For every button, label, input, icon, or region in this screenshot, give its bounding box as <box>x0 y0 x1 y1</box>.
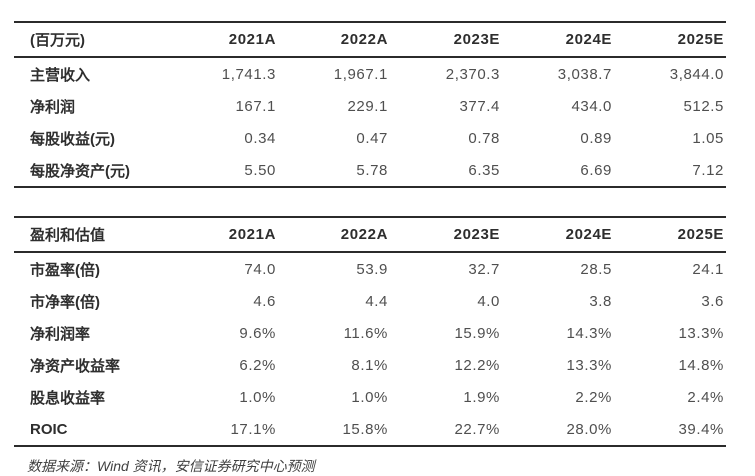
cell-value: 1,967.1 <box>333 65 388 83</box>
table-row: 每股收益(元) 0.34 0.47 0.78 0.89 1.05 <box>14 122 726 154</box>
cell-value: 53.9 <box>356 260 388 278</box>
row-label: 主营收入 <box>30 66 91 84</box>
row-label: ROIC <box>30 420 68 438</box>
table-row: ROIC 17.1% 15.8% 22.7% 28.0% 39.4% <box>14 413 726 446</box>
cell-value: 2.4% <box>687 388 724 406</box>
cell-value: 4.6 <box>253 292 276 310</box>
row-label: 市盈率(倍) <box>30 261 100 279</box>
table-row: 市盈率(倍) 74.0 53.9 32.7 28.5 24.1 <box>14 252 726 285</box>
cell-value: 15.9% <box>454 324 500 342</box>
cell-value: 14.8% <box>678 356 724 374</box>
column-header-2023E: 2023E <box>390 217 502 253</box>
cell-value: 13.3% <box>566 356 612 374</box>
table-row: 净资产收益率 6.2% 8.1% 12.2% 13.3% 14.8% <box>14 349 726 381</box>
cell-value: 6.2% <box>239 356 276 374</box>
column-header-2022A: 2022A <box>278 22 390 58</box>
cell-value: 13.3% <box>678 324 724 342</box>
cell-value: 167.1 <box>235 97 276 115</box>
cell-value: 512.5 <box>683 97 724 115</box>
table-row: 净利润率 9.6% 11.6% 15.9% 14.3% 13.3% <box>14 317 726 349</box>
cell-value: 17.1% <box>230 420 276 438</box>
cell-value: 0.34 <box>244 129 276 147</box>
cell-value: 14.3% <box>566 324 612 342</box>
column-header-2025E: 2025E <box>614 22 726 58</box>
cell-value: 28.0% <box>566 420 612 438</box>
cell-value: 39.4% <box>678 420 724 438</box>
cell-value: 1,741.3 <box>221 65 276 83</box>
table-row: 主营收入 1,741.3 1,967.1 2,370.3 3,038.7 3,8… <box>14 57 726 90</box>
valuation-header-label: 盈利和估值 <box>14 217 166 253</box>
cell-value: 4.0 <box>477 292 500 310</box>
column-header-2024E: 2024E <box>502 22 614 58</box>
cell-value: 74.0 <box>244 260 276 278</box>
column-header-2025E: 2025E <box>614 217 726 253</box>
cell-value: 28.5 <box>580 260 612 278</box>
column-header-2022A: 2022A <box>278 217 390 253</box>
row-label: 股息收益率 <box>30 389 106 407</box>
cell-value: 1.9% <box>463 388 500 406</box>
data-source-note: 数据来源：Wind 资讯，安信证券研究中心预测 <box>27 458 315 474</box>
table-row: 净利润 167.1 229.1 377.4 434.0 512.5 <box>14 90 726 122</box>
cell-value: 3.6 <box>701 292 724 310</box>
column-header-2024E: 2024E <box>502 217 614 253</box>
column-header-2021A: 2021A <box>166 22 278 58</box>
cell-value: 1.0% <box>351 388 388 406</box>
cell-value: 4.4 <box>365 292 388 310</box>
cell-value: 1.0% <box>239 388 276 406</box>
cell-value: 0.89 <box>580 129 612 147</box>
column-header-2021A: 2021A <box>166 217 278 253</box>
cell-value: 5.50 <box>244 161 276 179</box>
cell-value: 0.47 <box>356 129 388 147</box>
cell-value: 2.2% <box>575 388 612 406</box>
cell-value: 3.8 <box>589 292 612 310</box>
cell-value: 12.2% <box>454 356 500 374</box>
cell-value: 7.12 <box>692 161 724 179</box>
cell-value: 15.8% <box>342 420 388 438</box>
cell-value: 2,370.3 <box>445 65 500 83</box>
cell-value: 6.69 <box>580 161 612 179</box>
table-row: 市净率(倍) 4.6 4.4 4.0 3.8 3.6 <box>14 285 726 317</box>
cell-value: 24.1 <box>692 260 724 278</box>
cell-value: 11.6% <box>343 324 388 342</box>
row-label: 每股净资产(元) <box>30 162 130 180</box>
column-header-2023E: 2023E <box>390 22 502 58</box>
row-label: 净资产收益率 <box>30 357 121 375</box>
cell-value: 3,844.0 <box>669 65 724 83</box>
cell-value: 6.35 <box>468 161 500 179</box>
valuation-table-header-row: 盈利和估值 2021A 2022A 2023E 2024E 2025E <box>14 217 726 253</box>
cell-value: 0.78 <box>468 129 500 147</box>
cell-value: 9.6% <box>239 324 276 342</box>
cell-value: 5.78 <box>356 161 388 179</box>
table-row: 每股净资产(元) 5.50 5.78 6.35 6.69 7.12 <box>14 154 726 187</box>
row-label: 每股收益(元) <box>30 130 115 148</box>
cell-value: 1.05 <box>692 129 724 147</box>
cell-value: 3,038.7 <box>557 65 612 83</box>
cell-value: 377.4 <box>459 97 500 115</box>
cell-value: 22.7% <box>454 420 500 438</box>
row-label: 净利润 <box>30 98 76 116</box>
income-forecast-table: (百万元) 2021A 2022A 2023E 2024E 2025E 主营收入… <box>14 21 726 188</box>
row-label: 市净率(倍) <box>30 293 100 311</box>
income-table-header-row: (百万元) 2021A 2022A 2023E 2024E 2025E <box>14 22 726 58</box>
cell-value: 32.7 <box>468 260 500 278</box>
valuation-table: 盈利和估值 2021A 2022A 2023E 2024E 2025E 市盈率(… <box>14 216 726 447</box>
table-row: 股息收益率 1.0% 1.0% 1.9% 2.2% 2.4% <box>14 381 726 413</box>
cell-value: 8.1% <box>351 356 388 374</box>
cell-value: 434.0 <box>571 97 612 115</box>
unit-header-label: (百万元) <box>14 22 166 58</box>
cell-value: 229.1 <box>347 97 388 115</box>
row-label: 净利润率 <box>30 325 91 343</box>
